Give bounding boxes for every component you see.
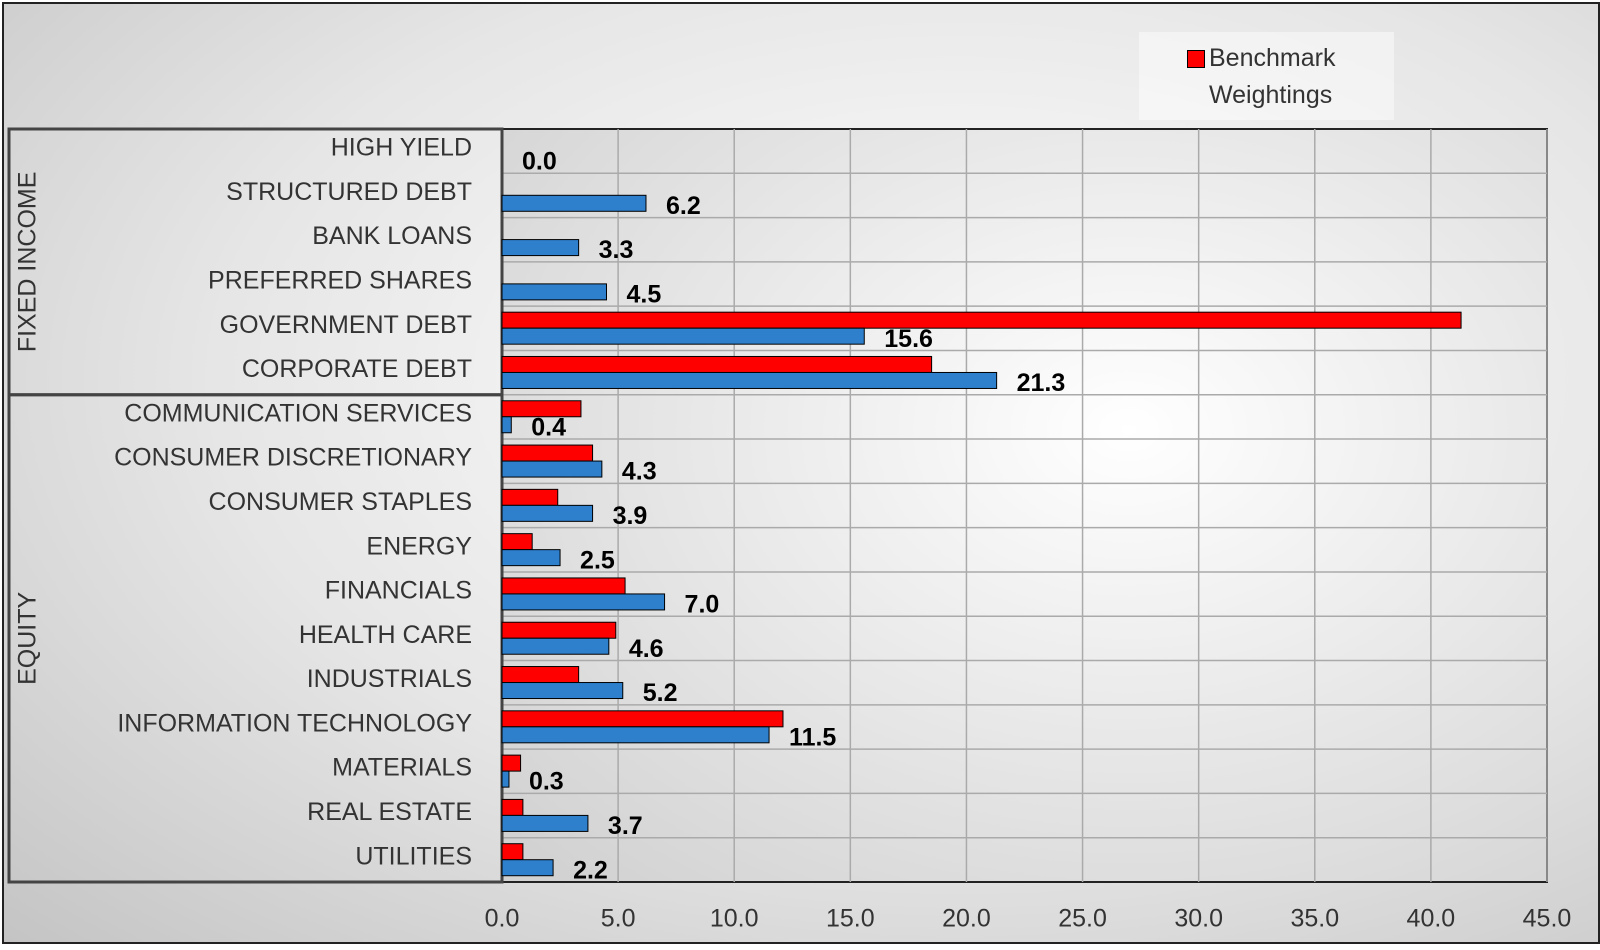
bar (501, 311, 1462, 329)
value-label: 2.5 (580, 546, 615, 574)
bar (501, 460, 603, 478)
bar (501, 726, 770, 744)
value-label: 3.7 (608, 812, 643, 840)
value-label: 15.6 (884, 325, 933, 353)
value-label: 2.2 (573, 856, 608, 884)
bar (501, 533, 533, 551)
value-label: 11.5 (789, 723, 836, 751)
bar (501, 770, 510, 788)
y-tick-label: FINANCIALS (325, 577, 472, 605)
bar (501, 710, 784, 728)
value-label: 0.0 (522, 148, 557, 176)
bar (501, 682, 624, 700)
x-tick-label: 35.0 (1290, 905, 1339, 933)
y-tick-label: BANK LOANS (312, 222, 472, 250)
bar (501, 621, 617, 639)
x-tick-label: 40.0 (1407, 905, 1456, 933)
value-label: 6.2 (666, 192, 701, 220)
group-label: FIXED INCOME (14, 172, 42, 353)
bar (501, 371, 998, 389)
bar (501, 577, 626, 595)
value-label: 3.3 (599, 236, 634, 264)
bar (501, 843, 524, 861)
y-tick-label: HIGH YIELD (331, 134, 472, 162)
value-label: 4.5 (627, 280, 662, 308)
value-label: 4.6 (629, 635, 664, 663)
y-tick-label: PREFERRED SHARES (208, 266, 472, 294)
plot-area (501, 128, 1548, 883)
y-tick-label: REAL ESTATE (307, 798, 472, 826)
value-label: 5.2 (643, 679, 678, 707)
bar (501, 444, 594, 462)
bar (501, 637, 610, 655)
legend-label: Benchmark Weightings (1209, 44, 1336, 109)
value-label: 21.3 (1017, 369, 1066, 397)
value-label: 4.3 (622, 458, 657, 486)
y-tick-label: ENERGY (366, 532, 472, 560)
value-label: 3.9 (613, 502, 648, 530)
y-tick-label: INDUSTRIALS (307, 665, 472, 693)
y-tick-label: COMMUNICATION SERVICES (124, 399, 472, 427)
x-tick-label: 10.0 (710, 905, 759, 933)
bar (501, 859, 554, 877)
value-label: 0.4 (531, 413, 566, 441)
bar (501, 549, 561, 567)
y-tick-label: CONSUMER STAPLES (209, 488, 472, 516)
bar (501, 283, 607, 301)
bar (501, 355, 933, 373)
bar (501, 327, 865, 345)
bar (501, 488, 559, 506)
x-tick-label: 25.0 (1058, 905, 1107, 933)
bar (501, 798, 524, 816)
x-tick-label: 45.0 (1523, 905, 1572, 933)
x-tick-label: 20.0 (942, 905, 991, 933)
bar (501, 239, 580, 257)
y-tick-label: CONSUMER DISCRETIONARY (114, 444, 472, 472)
y-tick-label: STRUCTURED DEBT (226, 178, 472, 206)
x-tick-label: 30.0 (1174, 905, 1223, 933)
bar (501, 593, 666, 611)
y-tick-label: CORPORATE DEBT (242, 355, 472, 383)
bar (501, 666, 580, 684)
x-tick-label: 5.0 (601, 905, 636, 933)
legend-swatch (1187, 50, 1205, 68)
legend: Benchmark Weightings (1139, 32, 1394, 120)
bar (501, 416, 512, 434)
y-tick-label: GOVERNMENT DEBT (220, 311, 472, 339)
y-tick-label: MATERIALS (332, 754, 472, 782)
bar (501, 754, 522, 772)
bar (501, 194, 647, 212)
bar (501, 504, 594, 522)
chart: 0.0 5.0 10.0 15.0 20.0 25.0 30.0 35.0 40.0 45.0 HI… (7, 127, 1572, 933)
x-tick-label: 15.0 (826, 905, 875, 933)
x-tick-label: 0.0 (485, 905, 520, 933)
y-tick-label: UTILITIES (355, 842, 472, 870)
value-label: 0.3 (529, 768, 564, 796)
y-tick-label: INFORMATION TECHNOLOGY (117, 709, 472, 737)
bar (501, 814, 589, 832)
group-label: EQUITY (14, 592, 42, 685)
bar (501, 400, 582, 418)
y-tick-label: HEALTH CARE (299, 621, 472, 649)
value-label: 7.0 (685, 591, 720, 619)
